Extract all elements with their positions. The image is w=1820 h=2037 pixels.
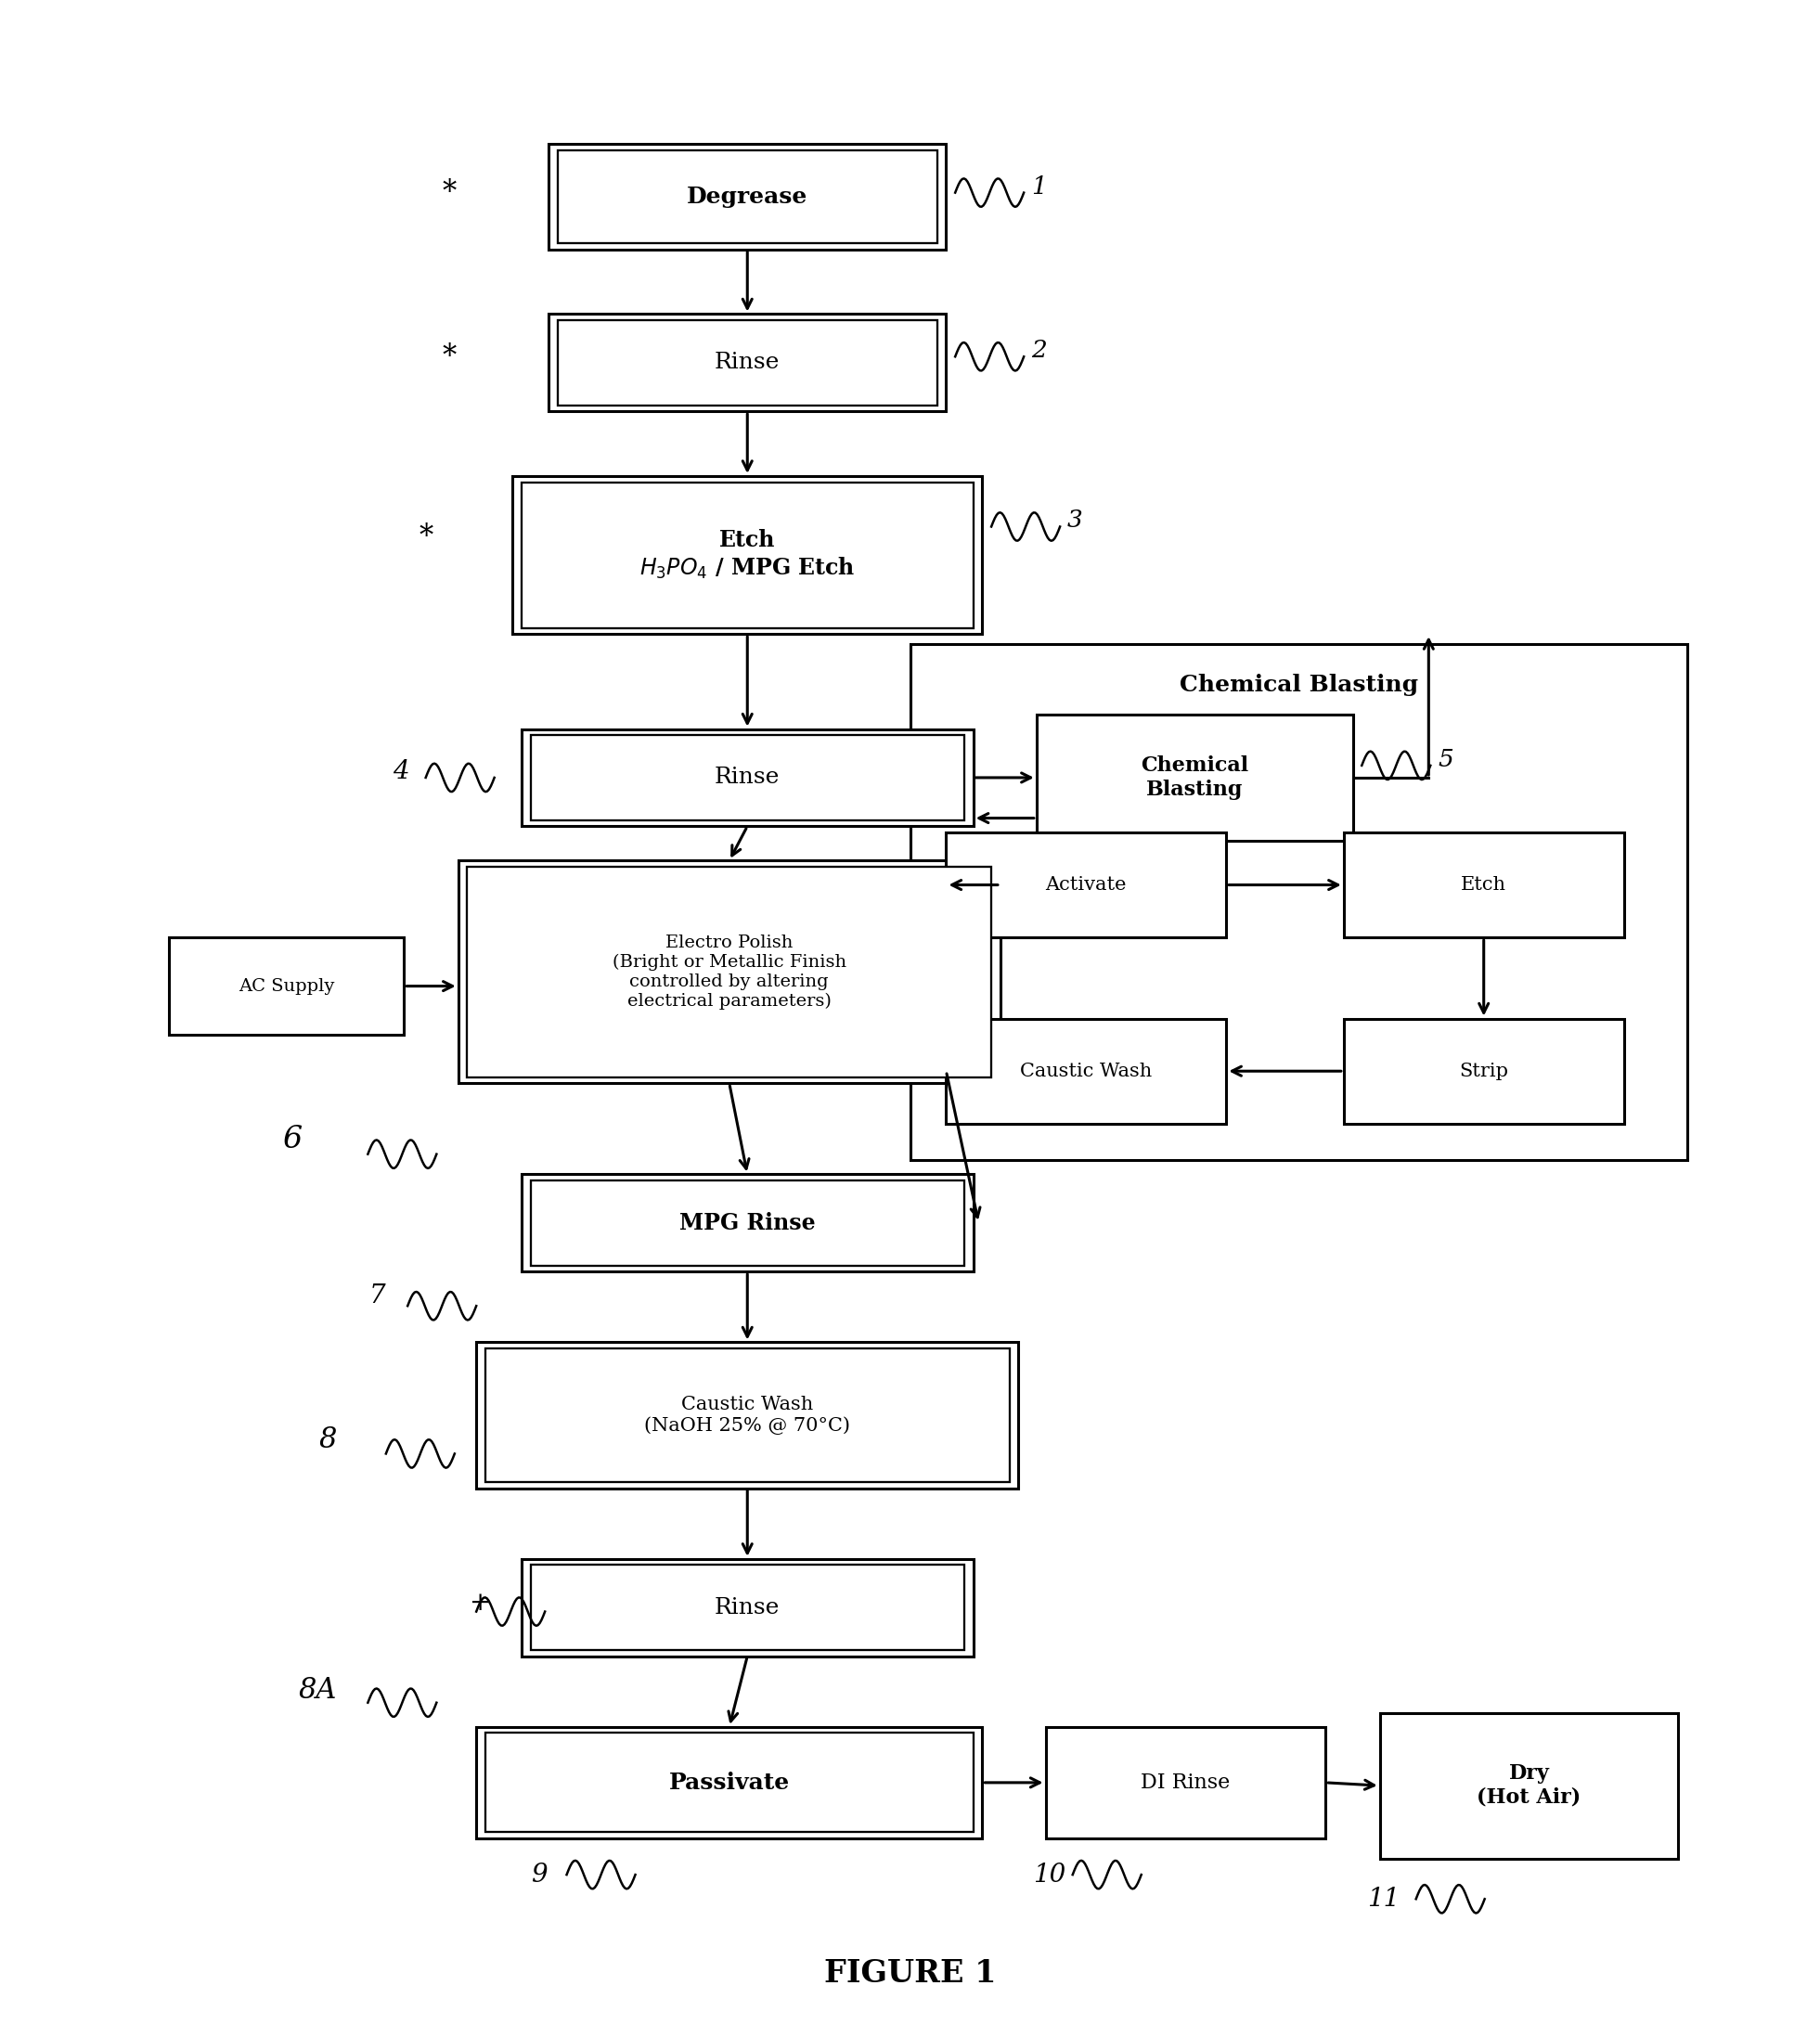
Text: 3: 3 bbox=[1067, 509, 1083, 532]
Bar bbox=[486, 1733, 974, 1831]
Text: Dry
(Hot Air): Dry (Hot Air) bbox=[1476, 1764, 1582, 1807]
Bar bbox=[1380, 1713, 1678, 1858]
Text: 11: 11 bbox=[1367, 1886, 1400, 1911]
Bar bbox=[468, 866, 992, 1078]
Text: 2: 2 bbox=[1032, 338, 1046, 363]
Text: +: + bbox=[470, 1591, 491, 1615]
Bar bbox=[486, 1348, 1010, 1483]
Text: 7: 7 bbox=[369, 1283, 386, 1308]
Text: 4: 4 bbox=[393, 760, 408, 784]
Bar bbox=[522, 1175, 974, 1271]
Text: *: * bbox=[419, 521, 433, 552]
Bar bbox=[530, 735, 965, 821]
Text: Rinse: Rinse bbox=[715, 1597, 781, 1617]
Text: DI Rinse: DI Rinse bbox=[1141, 1772, 1230, 1793]
Text: Chemical Blasting: Chemical Blasting bbox=[1179, 674, 1418, 697]
Text: Passivate: Passivate bbox=[668, 1772, 790, 1795]
Text: MPG Rinse: MPG Rinse bbox=[679, 1212, 815, 1234]
Bar bbox=[477, 1727, 983, 1837]
Text: Degrease: Degrease bbox=[686, 185, 808, 208]
Bar bbox=[557, 151, 937, 242]
Bar bbox=[1343, 833, 1623, 937]
Text: FIGURE 1: FIGURE 1 bbox=[824, 1958, 996, 1990]
Bar bbox=[548, 145, 946, 249]
Bar bbox=[1045, 1727, 1325, 1837]
Text: Rinse: Rinse bbox=[715, 352, 781, 373]
Bar bbox=[522, 1558, 974, 1656]
Bar bbox=[522, 483, 974, 627]
Text: Caustic Wash
(NaOH 25% @ 70°C): Caustic Wash (NaOH 25% @ 70°C) bbox=[644, 1395, 850, 1434]
Text: 9: 9 bbox=[531, 1862, 548, 1886]
Bar bbox=[513, 477, 983, 634]
Bar bbox=[557, 320, 937, 405]
Text: 1: 1 bbox=[1032, 175, 1046, 198]
Text: 6: 6 bbox=[282, 1124, 302, 1155]
Text: Etch: Etch bbox=[1461, 876, 1507, 894]
Bar bbox=[946, 833, 1227, 937]
Bar bbox=[459, 860, 1001, 1084]
Text: Activate: Activate bbox=[1045, 876, 1127, 894]
Bar bbox=[548, 314, 946, 411]
Text: Chemical
Blasting: Chemical Blasting bbox=[1141, 756, 1249, 801]
Text: *: * bbox=[442, 342, 457, 371]
Text: Rinse: Rinse bbox=[715, 768, 781, 788]
Text: Etch
$H_3PO_4$ / MPG Etch: Etch $H_3PO_4$ / MPG Etch bbox=[639, 530, 855, 581]
Bar bbox=[530, 1564, 965, 1650]
Text: AC Supply: AC Supply bbox=[238, 978, 335, 994]
Bar bbox=[477, 1342, 1019, 1489]
Bar bbox=[910, 644, 1687, 1161]
Bar bbox=[522, 729, 974, 827]
Text: 10: 10 bbox=[1032, 1862, 1065, 1886]
Text: 8A: 8A bbox=[298, 1676, 337, 1705]
Text: Electro Polish
(Bright or Metallic Finish
controlled by altering
electrical para: Electro Polish (Bright or Metallic Finis… bbox=[612, 935, 846, 1010]
Bar bbox=[530, 1179, 965, 1265]
Bar bbox=[1037, 715, 1352, 841]
Bar bbox=[1343, 1018, 1623, 1124]
Text: 5: 5 bbox=[1438, 748, 1452, 772]
Bar bbox=[169, 937, 404, 1035]
Text: 8: 8 bbox=[318, 1426, 337, 1454]
Bar bbox=[946, 1018, 1227, 1124]
Text: Strip: Strip bbox=[1460, 1063, 1509, 1080]
Text: Caustic Wash: Caustic Wash bbox=[1021, 1063, 1152, 1080]
Text: *: * bbox=[442, 179, 457, 208]
